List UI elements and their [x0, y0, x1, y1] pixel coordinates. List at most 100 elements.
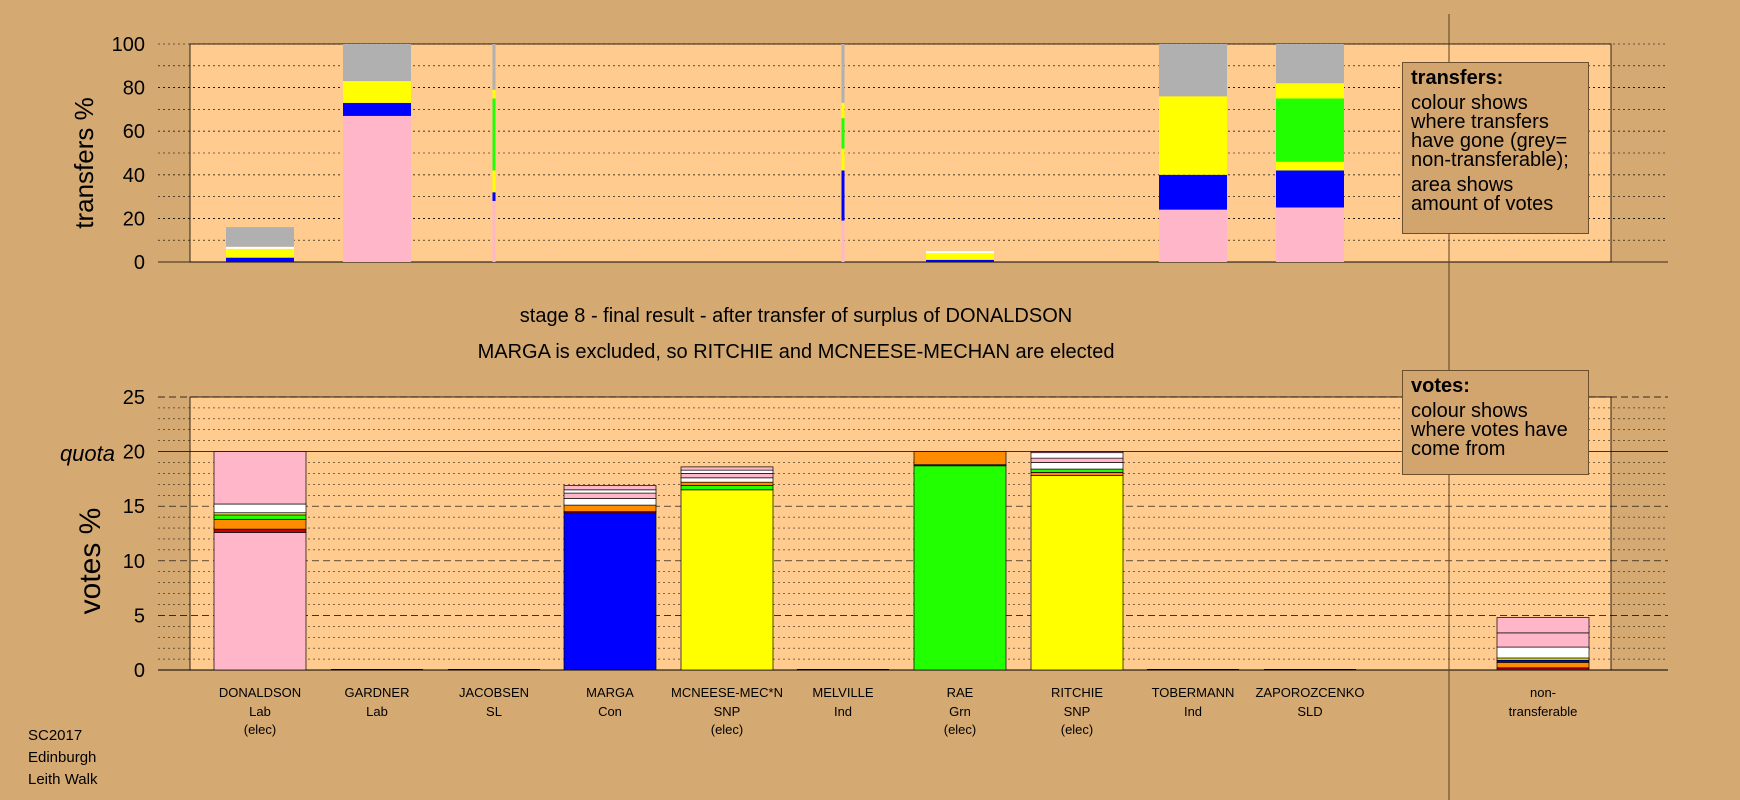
candidate-name-label: RAE [947, 685, 974, 700]
vote-segment-ritchie [1030, 457, 1124, 463]
candidate-party-label: Grn [949, 704, 971, 719]
vote-segment-mcneese-mec*n [680, 477, 774, 483]
transfer-segment-zaporozcenko [1276, 207, 1344, 262]
candidate-party-label: Con [598, 704, 622, 719]
votes-tick-label: 10 [123, 551, 145, 573]
transfers-legend-line2: area shows amount of votes [1411, 174, 1554, 215]
vote-segment-non-transferable [1496, 617, 1590, 634]
candidate-party-label: Lab [366, 704, 388, 719]
vote-segment-ritchie [1030, 452, 1124, 459]
vote-segment-donaldson [213, 532, 307, 671]
votes-tick-label-quota: 20 [123, 442, 145, 464]
candidate-name-label: MCNEESE-MEC*N [671, 685, 783, 700]
vote-segment-mcneese-mec*n [680, 466, 774, 471]
vote-segment-marga [563, 489, 657, 494]
transfer-segment-jacobsen [492, 44, 496, 90]
chart-title-line1: stage 8 - final result - after transfer … [520, 305, 1072, 327]
vote-segment-ritchie [1030, 471, 1124, 476]
transfers-legend-line1: colour shows where transfers have gone (… [1411, 92, 1569, 171]
transfer-segment-rae [926, 259, 994, 262]
transfer-segment-zaporozcenko [1276, 161, 1344, 171]
transfer-segment-gardner [343, 44, 411, 82]
candidate-status-label: (elec) [944, 722, 977, 737]
transfer-segment-melville [841, 220, 845, 262]
vote-segment-marga [563, 492, 657, 499]
votes-tick-label: 15 [123, 496, 145, 518]
transfer-segment-donaldson [226, 227, 294, 247]
chart-title-line2: MARGA is excluded, so RITCHIE and MCNEES… [478, 341, 1115, 363]
vote-segment-non-transferable [1496, 662, 1590, 669]
candidate-party-label: Ind [834, 704, 852, 719]
votes-tick-label: 5 [134, 605, 145, 627]
candidate-party-label: SNP [714, 704, 741, 719]
transfer-segment-gardner [343, 115, 411, 262]
transfers-axis-label: transfers % [69, 97, 99, 229]
votes-tick-label: 0 [134, 660, 145, 682]
candidate-status-label: (elec) [711, 722, 744, 737]
vote-segment-rae [913, 465, 1007, 671]
transfer-segment-melville [841, 118, 845, 149]
votes-axis-label: votes % [74, 508, 107, 615]
transfer-segment-zaporozcenko [1276, 98, 1344, 162]
constituency-footer: SC2017 Edinburgh Leith Walk [28, 725, 97, 791]
votes-empty-bar [1147, 669, 1239, 670]
vote-segment-ritchie [1030, 475, 1124, 671]
transfers-legend-box: transfers: colour shows where transfers … [1402, 62, 1589, 234]
votes-empty-bar [797, 669, 889, 670]
vote-segment-rae [913, 451, 1007, 466]
transfer-segment-melville [841, 170, 845, 221]
candidate-name-label: TOBERMANN [1152, 685, 1235, 700]
transfer-segment-gardner [343, 102, 411, 116]
vote-segment-ritchie [1030, 468, 1124, 473]
votes-empty-bar [1264, 669, 1356, 670]
vote-segment-ritchie [1030, 451, 1124, 454]
candidate-name-label: MARGA [586, 685, 634, 700]
transfer-segment-donaldson [226, 248, 294, 258]
vote-segment-marga [563, 512, 657, 671]
vote-segment-mcneese-mec*n [680, 469, 774, 474]
transfer-segment-melville [841, 148, 845, 171]
candidate-party-label: SNP [1064, 704, 1091, 719]
candidate-name-label: RITCHIE [1051, 685, 1103, 700]
transfers-tick-label: 60 [123, 121, 145, 143]
footer-election: SC2017 [28, 727, 83, 744]
quota-label: quota [60, 441, 115, 466]
votes-legend-title: votes: [1411, 375, 1470, 397]
transfer-segment-zaporozcenko [1276, 170, 1344, 208]
transfers-tick-label: 20 [123, 208, 145, 230]
vote-segment-mcneese-mec*n [680, 489, 774, 671]
votes-legend-line1: colour shows where votes have come from [1411, 400, 1568, 460]
vote-segment-mcneese-mec*n [680, 481, 774, 486]
footer-council: Edinburgh [28, 749, 97, 766]
transfers-tick-label: 80 [123, 78, 145, 100]
candidate-name-label: MELVILLE [812, 685, 874, 700]
vote-segment-marga [563, 485, 657, 491]
transfer-segment-jacobsen [492, 200, 496, 262]
transfer-segment-tobermann [1159, 96, 1227, 175]
transfers-legend-title: transfers: [1411, 67, 1504, 89]
vote-segment-donaldson [213, 514, 307, 520]
transfer-segment-rae [926, 253, 994, 260]
vote-segment-marga [563, 498, 657, 506]
transfers-tick-label: 100 [112, 34, 145, 56]
transfer-segment-rae [926, 251, 994, 254]
transfer-segment-donaldson [226, 246, 294, 249]
transfer-segment-zaporozcenko [1276, 44, 1344, 84]
transfer-segment-tobermann [1159, 174, 1227, 210]
vote-segment-non-transferable [1496, 632, 1590, 648]
transfer-segment-tobermann [1159, 44, 1227, 97]
transfer-segment-melville [841, 44, 845, 103]
transfer-segment-jacobsen [492, 192, 496, 201]
candidate-name-label: JACOBSEN [459, 685, 529, 700]
votes-legend-box: votes: colour shows where votes have com… [1402, 370, 1589, 475]
candidate-party-label: Ind [1184, 704, 1202, 719]
candidate-name-label: GARDNER [344, 685, 409, 700]
vote-segment-donaldson [213, 451, 307, 505]
candidate-name-label: DONALDSON [219, 685, 301, 700]
vote-segment-non-transferable [1496, 646, 1590, 659]
vote-segment-mcneese-mec*n [680, 485, 774, 491]
transfer-segment-gardner [343, 81, 411, 103]
votes-tick-label: 25 [123, 387, 145, 409]
candidate-status-label: (elec) [244, 722, 277, 737]
